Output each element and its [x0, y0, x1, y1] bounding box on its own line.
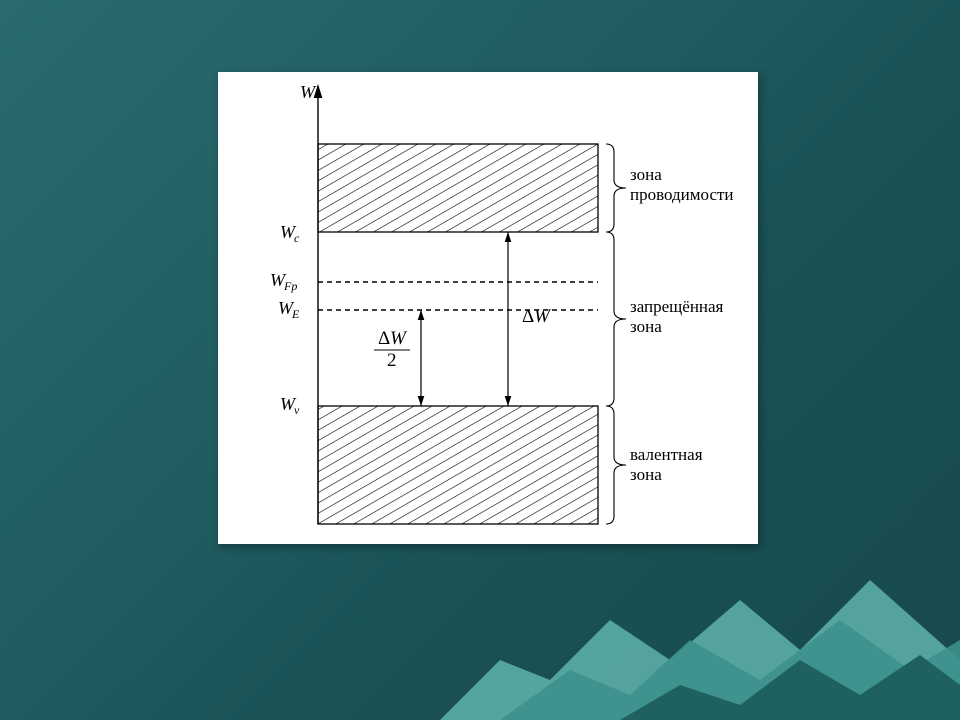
forbidden-zone-brace: [606, 232, 626, 406]
conduction-zone-label1: зона: [630, 165, 662, 184]
svg-text:c: c: [294, 231, 300, 245]
diagram-card: WΔWΔW2WcWFpWEWvзонапроводимостизапрещённ…: [218, 72, 758, 544]
label-we: WE: [278, 298, 300, 321]
band-diagram: WΔWΔW2WcWFpWEWvзонапроводимостизапрещённ…: [218, 72, 758, 544]
conduction-band: [318, 144, 598, 232]
svg-text:v: v: [294, 403, 300, 417]
delta-w-label: Δ: [522, 306, 534, 327]
forbidden-zone-label2: зона: [630, 317, 662, 336]
svg-text:W: W: [534, 306, 552, 327]
svg-text:Δ: Δ: [378, 328, 390, 349]
forbidden-zone-label1: запрещённая: [630, 297, 724, 316]
svg-text:E: E: [291, 307, 300, 321]
conduction-zone-label2: проводимости: [630, 185, 734, 204]
slide-background: WΔWΔW2WcWFpWEWvзонапроводимостизапрещённ…: [0, 0, 960, 720]
valence-band: [318, 406, 598, 524]
valence-zone-brace: [606, 406, 626, 524]
valence-zone-label2: зона: [630, 465, 662, 484]
conduction-zone-brace: [606, 144, 626, 232]
svg-text:W: W: [390, 328, 408, 349]
svg-text:2: 2: [387, 350, 397, 371]
label-wfp: WFp: [270, 270, 297, 293]
valence-zone-label1: валентная: [630, 445, 703, 464]
label-wc: Wc: [280, 222, 300, 245]
axis-label: W: [300, 82, 317, 102]
svg-text:Fp: Fp: [283, 279, 297, 293]
label-wv: Wv: [280, 394, 300, 417]
